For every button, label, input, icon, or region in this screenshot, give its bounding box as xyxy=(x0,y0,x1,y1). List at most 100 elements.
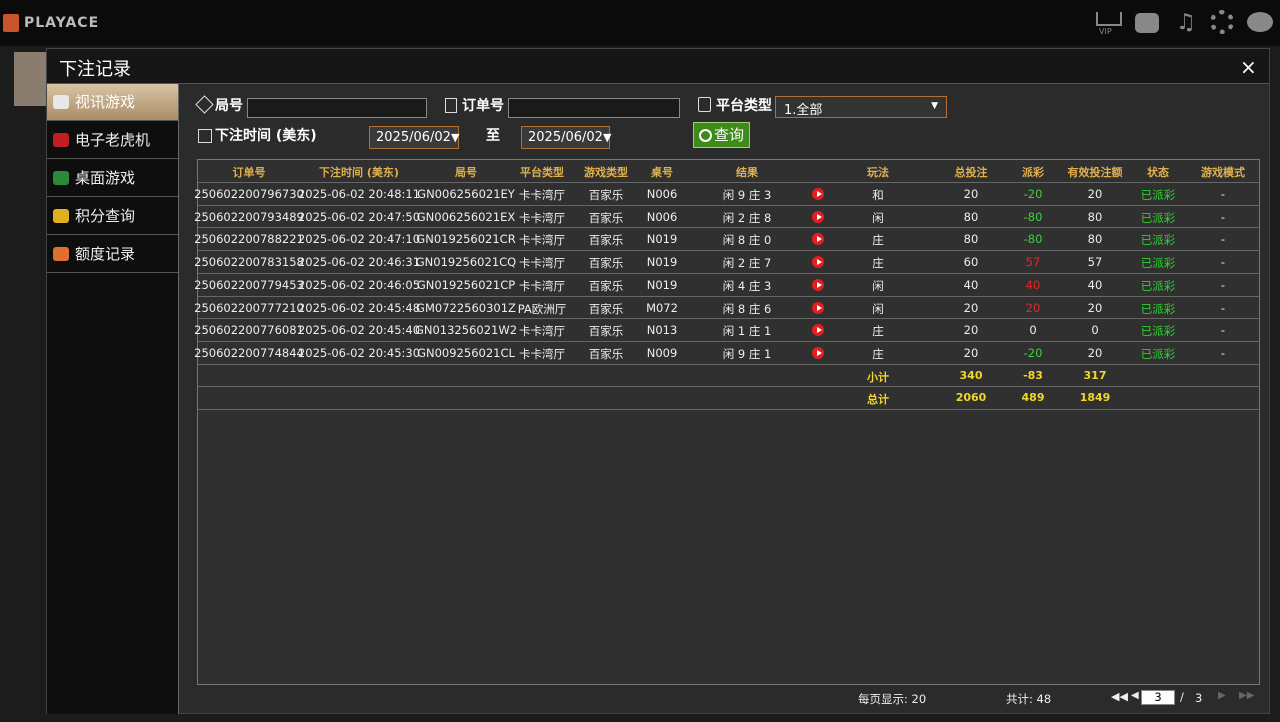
table-row: 250602200783158 2025-06-02 20:46:31 GN0192… xyxy=(194,250,1259,273)
settings-icon[interactable] xyxy=(1210,10,1234,34)
cell: -20 xyxy=(1023,187,1043,201)
sidebar-icon xyxy=(53,209,69,223)
cell: 250602200783158 xyxy=(194,255,304,270)
cell: 2025-06-02 20:47:50 xyxy=(297,209,421,224)
page-count: 3 xyxy=(1195,691,1203,705)
cell: 闲 xyxy=(872,301,884,316)
first-page[interactable]: ◀◀ xyxy=(1111,690,1128,703)
cell: 百家乐 xyxy=(588,278,624,293)
cell: 百家乐 xyxy=(588,256,624,271)
cell: 已派彩 xyxy=(1140,346,1176,361)
cell: 20 xyxy=(963,323,979,338)
cell: - xyxy=(1220,300,1226,315)
bet-record-modal: 下注记录 × 视讯游戏 电子老虎机 桌面游戏 积分查询 额度记录 局号 订单号 平台类型… xyxy=(46,48,1270,714)
cell: 已派彩 xyxy=(1140,210,1176,225)
total-value: 1849 xyxy=(1079,391,1111,405)
subtotal-label: 小计 xyxy=(867,370,889,384)
cell: 20 xyxy=(963,187,979,201)
cell: 卡卡湾厅 xyxy=(519,210,565,225)
next-page[interactable]: ▶ xyxy=(1218,690,1226,701)
replay-icon[interactable] xyxy=(812,324,824,337)
cell: 250602200776081 xyxy=(194,323,304,338)
sidebar: 视讯游戏电子老虎机桌面游戏积分查询 额度记录 xyxy=(47,84,179,714)
cell: 250602200796730 xyxy=(194,187,304,201)
column-header: 下注时间 (美东) xyxy=(319,166,399,179)
row-line xyxy=(198,318,1259,320)
replay-icon[interactable] xyxy=(812,210,824,223)
query-button[interactable]: 查询 xyxy=(693,122,750,148)
to-label: 至 xyxy=(486,128,500,144)
sidebar-item[interactable]: 额度记录 xyxy=(47,236,178,273)
cell: 百家乐 xyxy=(588,210,624,225)
music-icon[interactable]: ♫ xyxy=(1176,10,1196,35)
cell: - xyxy=(1220,187,1226,201)
date-to[interactable]: 2025/06/02▼ xyxy=(521,126,611,149)
cell: 庄 xyxy=(872,324,884,339)
cell: 2025-06-02 20:45:48 xyxy=(297,300,421,315)
cell: 57 xyxy=(1025,255,1041,270)
cell: -20 xyxy=(1023,345,1043,360)
cell: 80 xyxy=(1087,232,1103,247)
cell: 20 xyxy=(963,300,979,315)
table-row: 250602200788221 2025-06-02 20:47:10 GN0192… xyxy=(194,227,1259,250)
cell: 0 xyxy=(1029,323,1037,338)
cell: 80 xyxy=(1087,209,1103,224)
cell: 80 xyxy=(963,209,979,224)
sidebar-item[interactable]: 电子老虎机 xyxy=(47,122,178,159)
replay-icon[interactable] xyxy=(812,346,824,359)
cell: 40 xyxy=(1087,277,1103,292)
cell: 250602200788221 xyxy=(194,232,304,247)
sidebar-label: 视讯游戏 xyxy=(75,93,136,111)
cell: 250602200779453 xyxy=(194,277,304,292)
logo-mark xyxy=(3,14,19,32)
cell: 闲 9 庄 3 xyxy=(722,188,772,202)
replay-icon[interactable] xyxy=(812,233,824,246)
round-input[interactable] xyxy=(247,98,427,118)
cell: 已派彩 xyxy=(1140,188,1176,202)
cell: - xyxy=(1220,255,1226,270)
column-header: 桌号 xyxy=(651,166,673,179)
replay-icon[interactable] xyxy=(812,256,824,269)
message-icon[interactable] xyxy=(1247,12,1273,32)
platform-select[interactable]: 1.全部 ▼ xyxy=(775,96,947,118)
cell: 20 xyxy=(963,345,979,360)
cell: 2025-06-02 20:48:11 xyxy=(297,187,421,201)
date-from[interactable]: 2025/06/02▼ xyxy=(369,126,459,149)
close-button[interactable]: × xyxy=(1240,55,1257,79)
table-row: 250602200777210 2025-06-02 20:45:48 GM0722… xyxy=(194,296,1259,319)
cell: GN006256021EX xyxy=(416,209,516,224)
cell: 卡卡湾厅 xyxy=(519,188,565,202)
cell: 57 xyxy=(1087,255,1103,270)
row-line xyxy=(198,272,1259,274)
prev-page[interactable]: ◀ xyxy=(1131,690,1139,701)
order-input[interactable] xyxy=(508,98,680,118)
cell: 闲 2 庄 8 xyxy=(722,210,772,225)
cell: 40 xyxy=(963,277,979,292)
subtotal-value: 340 xyxy=(959,368,983,382)
table-row: 250602200796730 2025-06-02 20:48:11 GN0062… xyxy=(194,182,1259,205)
sidebar-label: 桌面游戏 xyxy=(75,169,136,187)
platform-icon xyxy=(698,97,711,112)
vip-icon[interactable] xyxy=(1096,12,1122,26)
top-bar: PLAYACE VIP ♫ xyxy=(0,0,1280,46)
cell: 2025-06-02 20:46:05 xyxy=(297,277,421,292)
column-header: 游戏模式 xyxy=(1201,166,1245,179)
cell: 闲 1 庄 1 xyxy=(722,324,772,339)
cell: 庄 xyxy=(872,233,884,248)
dropdown-arrow: ▼ xyxy=(931,101,938,111)
replay-icon[interactable] xyxy=(812,278,824,291)
last-page[interactable]: ▶▶ xyxy=(1239,690,1255,701)
sidebar-item[interactable]: 视讯游戏 xyxy=(47,84,178,121)
modal-title-bar: 下注记录 × xyxy=(47,49,1269,84)
time-label: 下注时间 (美东) xyxy=(215,128,317,144)
replay-icon[interactable] xyxy=(812,188,824,200)
table-row: 250602200776081 2025-06-02 20:45:40 GN0132… xyxy=(194,318,1259,341)
page-sep: / xyxy=(1180,690,1184,704)
page-input[interactable]: 3 xyxy=(1141,690,1175,705)
row-line xyxy=(198,295,1259,297)
replay-icon[interactable] xyxy=(812,301,824,314)
column-header: 状态 xyxy=(1147,166,1169,179)
sidebar-item[interactable]: 积分查询 xyxy=(47,198,178,235)
chat-icon[interactable] xyxy=(1135,13,1159,33)
sidebar-item[interactable]: 桌面游戏 xyxy=(47,160,178,197)
